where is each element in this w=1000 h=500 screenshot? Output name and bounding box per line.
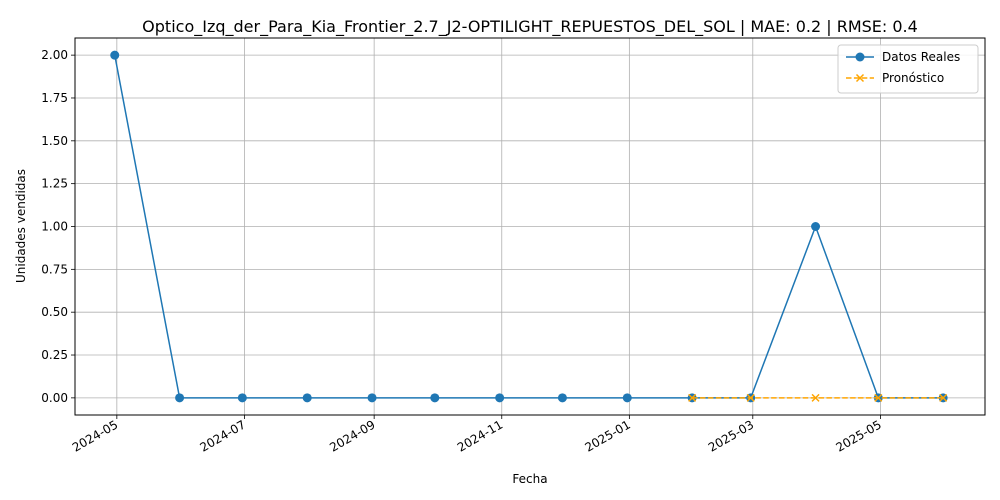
x-tick-label: 2025-01 bbox=[582, 417, 632, 454]
data-point bbox=[939, 393, 948, 402]
data-point bbox=[811, 393, 820, 402]
x-axis: 2024-05 2024-07 2024-09 2024-11 2025-01 2025-… bbox=[70, 415, 884, 455]
x-tick-label: 2024-11 bbox=[455, 417, 505, 454]
x-tick-label: 2024-07 bbox=[198, 417, 248, 454]
chart-title: Optico_Izq_der_Para_Kia_Frontier_2.7_J2-… bbox=[142, 17, 918, 37]
y-tick-label: 0.50 bbox=[41, 305, 68, 319]
y-tick-label: 1.25 bbox=[41, 177, 68, 191]
data-point bbox=[302, 393, 312, 403]
x-tick-label: 2024-09 bbox=[327, 417, 377, 454]
x-tick-label: 2024-05 bbox=[70, 417, 120, 454]
y-tick-label: 0.25 bbox=[41, 348, 68, 362]
y-tick-label: 1.75 bbox=[41, 91, 68, 105]
x-tick-label: 2025-03 bbox=[706, 417, 756, 454]
legend-swatch-marker bbox=[855, 73, 865, 83]
series-forecast bbox=[688, 393, 948, 402]
data-point bbox=[495, 393, 505, 403]
data-point bbox=[175, 393, 185, 403]
y-tick-label: 1.00 bbox=[41, 220, 68, 234]
y-tick-label: 0.75 bbox=[41, 262, 68, 276]
y-axis-label: Unidades vendidas bbox=[14, 169, 28, 283]
x-axis-label: Fecha bbox=[512, 472, 547, 486]
grid-lines bbox=[75, 38, 985, 415]
data-point bbox=[367, 393, 377, 403]
data-point bbox=[557, 393, 567, 403]
data-point bbox=[622, 393, 632, 403]
y-tick-label: 1.50 bbox=[41, 134, 68, 148]
legend-item: Pronóstico bbox=[846, 71, 944, 85]
y-axis: 0.00 0.25 0.50 0.75 1.00 1.25 1.50 1.75 2.00 bbox=[41, 48, 75, 405]
legend-label: Datos Reales bbox=[882, 50, 960, 64]
legend-label: Pronóstico bbox=[882, 71, 944, 85]
data-point bbox=[746, 393, 755, 402]
data-point bbox=[874, 393, 883, 402]
series-layer bbox=[110, 50, 948, 403]
series-line bbox=[114, 54, 944, 399]
data-point bbox=[811, 222, 821, 231]
y-tick-label: 0.00 bbox=[41, 391, 68, 405]
data-point bbox=[430, 393, 440, 403]
legend-swatch-marker bbox=[855, 52, 865, 62]
legend-item: Datos Reales bbox=[846, 50, 960, 64]
y-tick-label: 2.00 bbox=[41, 48, 68, 62]
data-point bbox=[237, 393, 247, 403]
data-point bbox=[110, 50, 120, 60]
legend: Datos Reales Pronóstico bbox=[837, 44, 979, 94]
data-point bbox=[688, 393, 697, 402]
x-tick-label: 2025-05 bbox=[833, 417, 883, 454]
